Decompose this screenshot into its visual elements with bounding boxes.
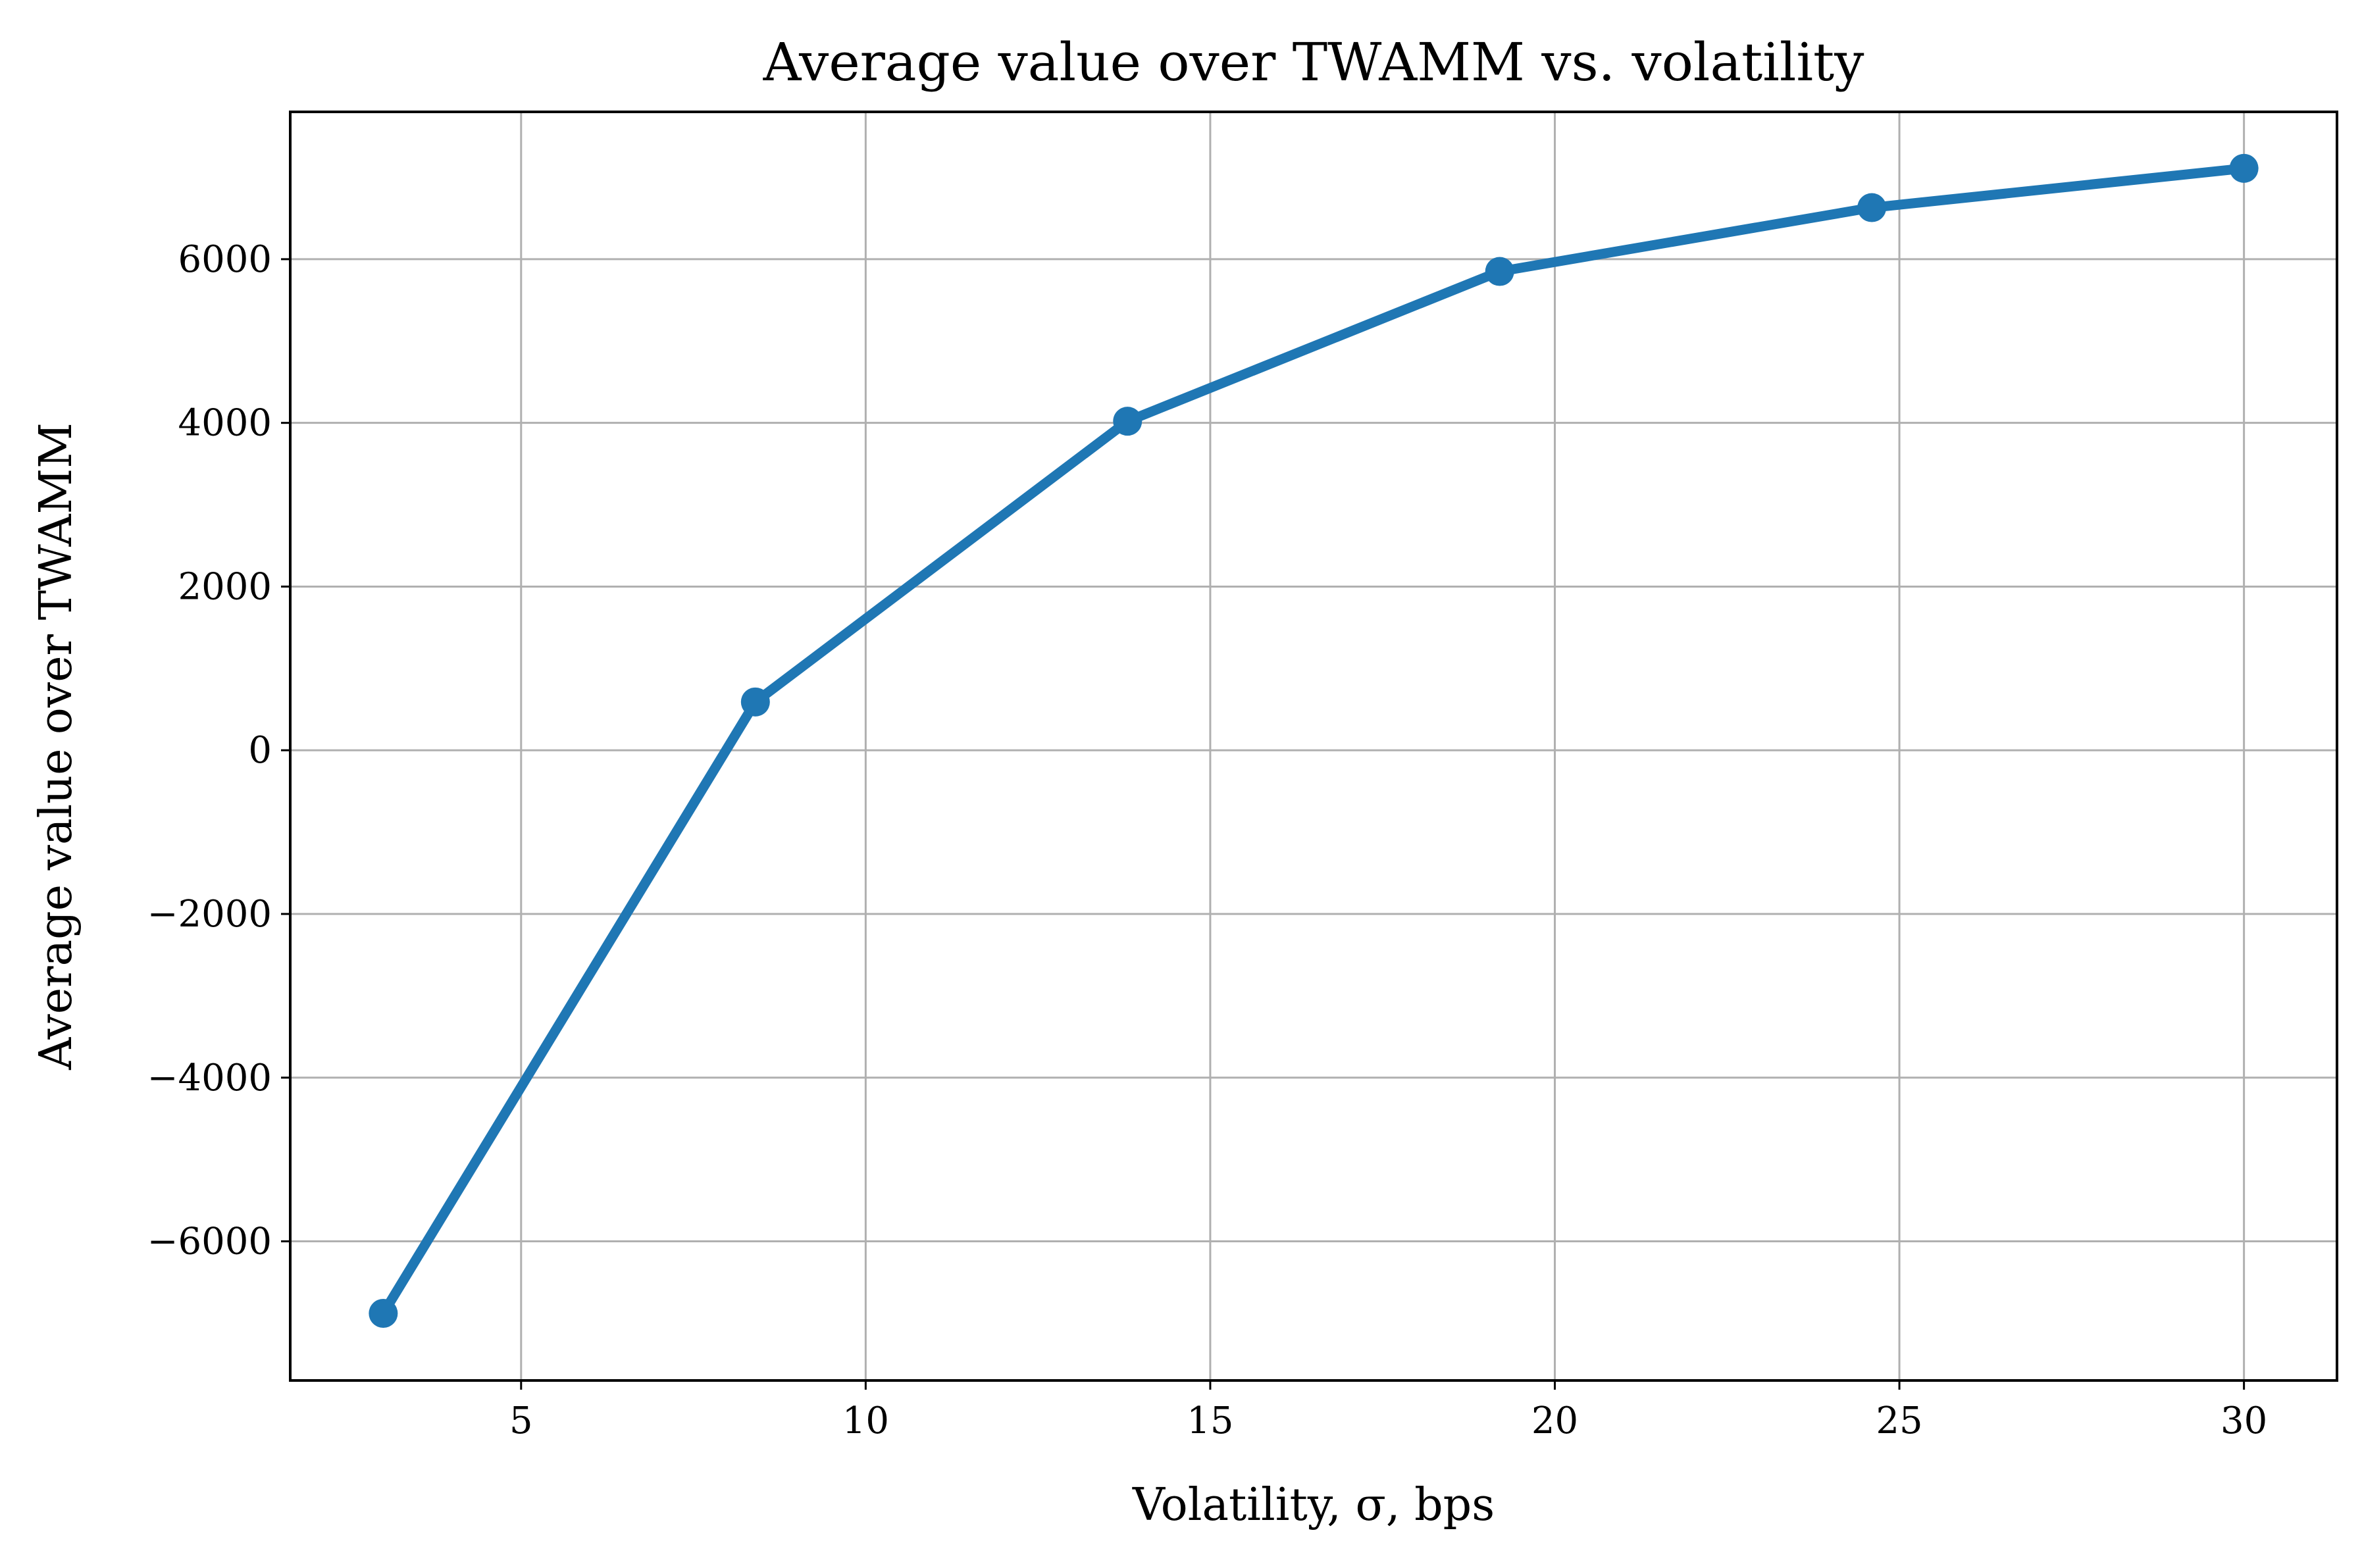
y-tick-label: 2000 xyxy=(178,565,272,608)
data-point xyxy=(1857,193,1887,222)
grid xyxy=(290,112,2337,1380)
y-tick-label: −6000 xyxy=(147,1221,272,1263)
x-axis-label: Volatility, σ, bps xyxy=(1132,1479,1495,1531)
y-tick-label: 6000 xyxy=(178,238,272,281)
data-point xyxy=(1113,407,1142,436)
data-point xyxy=(2229,153,2259,183)
series-line xyxy=(378,163,2249,1319)
x-tick-label: 10 xyxy=(842,1400,889,1442)
y-tick-label: 0 xyxy=(248,729,272,772)
x-tick-label: 20 xyxy=(1531,1400,1578,1442)
y-tick-label: 4000 xyxy=(178,402,272,445)
y-tick-label: −4000 xyxy=(147,1057,272,1100)
x-tick-label: 5 xyxy=(509,1400,533,1442)
chart-title: Average value over TWAMM vs. volatility xyxy=(763,32,1864,93)
series-layer xyxy=(369,153,2259,1328)
data-point xyxy=(369,1299,398,1328)
ticks: 5 10 15 20 25 30 −6000 −4000 −2000 0 2000 4000 6000 xyxy=(147,238,2268,1442)
data-point xyxy=(740,687,770,717)
data-point xyxy=(1485,257,1514,286)
x-tick-label: 15 xyxy=(1187,1400,1233,1442)
y-tick-label: −2000 xyxy=(147,893,272,936)
plot-frame xyxy=(289,111,2338,1382)
y-axis-label: Average value over TWAMM xyxy=(30,422,82,1071)
x-tick-label: 25 xyxy=(1876,1400,1922,1442)
x-tick-label: 30 xyxy=(2221,1400,2267,1442)
